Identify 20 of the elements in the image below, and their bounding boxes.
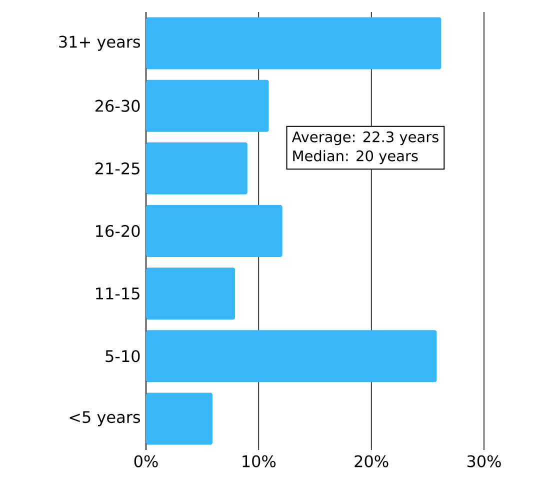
- bar: [146, 80, 269, 132]
- y-tick-label: 31+ years: [59, 36, 140, 51]
- x-tick-label: 0%: [134, 455, 158, 468]
- y-tick-label: 26-30: [95, 100, 140, 112]
- bar: [146, 330, 437, 382]
- annotation: Average: 22.3 years: [292, 131, 438, 146]
- x-tick-label: 10%: [242, 455, 276, 468]
- y-tick-label: 16-20: [96, 224, 140, 238]
- bar: [146, 205, 282, 257]
- y-tick-label: <5 years: [70, 411, 140, 426]
- x-tick-label: 20%: [354, 455, 388, 468]
- annotation: Median: 20 years: [293, 150, 418, 164]
- y-tick-label: 21-25: [95, 162, 140, 174]
- bar: [146, 268, 236, 320]
- bar: [146, 17, 442, 70]
- y-tick-label: 5-10: [106, 350, 140, 362]
- y-tick-label: 11-15: [96, 288, 140, 300]
- x-tick-label: 30%: [467, 455, 501, 468]
- bar: [146, 142, 248, 194]
- bar: [146, 392, 212, 445]
